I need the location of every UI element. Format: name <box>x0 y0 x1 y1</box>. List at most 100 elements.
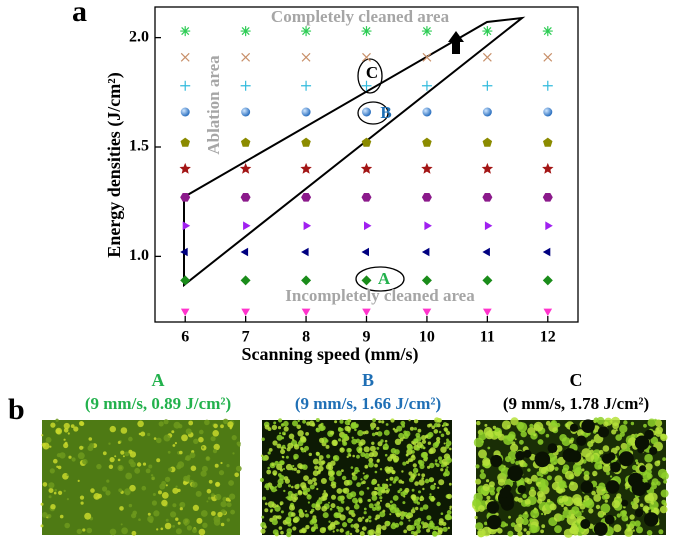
texture-spot <box>405 453 409 457</box>
texture-spot <box>213 515 221 523</box>
texture-spot <box>121 527 128 535</box>
texture-spot <box>562 509 572 519</box>
texture-spot <box>294 496 298 501</box>
texture-spot <box>446 457 453 464</box>
texture-spot <box>338 438 342 442</box>
texture-spot <box>297 430 304 437</box>
texture-spot <box>188 420 194 426</box>
texture-spot <box>307 501 310 504</box>
texture-spot <box>347 517 353 524</box>
texture-spot <box>546 463 555 472</box>
texture-spot <box>386 521 391 526</box>
texture-spot <box>153 437 157 440</box>
texture-spot <box>76 528 83 535</box>
texture-hole <box>487 515 502 530</box>
texture-spot <box>574 467 583 475</box>
texture-spot <box>434 462 438 466</box>
texture-spot <box>369 445 376 452</box>
marker-point <box>542 26 553 37</box>
texture-spot <box>360 478 363 481</box>
texture-spot <box>434 441 440 447</box>
texture-spot <box>336 488 343 494</box>
texture-spot <box>117 458 121 462</box>
texture-spot <box>306 421 311 426</box>
texture-spot <box>329 523 336 530</box>
texture-spot <box>306 494 312 500</box>
texture-spot <box>173 421 181 429</box>
texture-spot <box>593 494 602 502</box>
marker-point <box>180 247 188 257</box>
texture-spot <box>431 425 436 430</box>
texture-spot <box>147 515 154 523</box>
texture-spot <box>192 528 198 534</box>
texture-spot <box>626 442 631 448</box>
texture-spot <box>630 421 635 426</box>
texture-spot <box>662 457 666 461</box>
texture-spot <box>172 503 177 508</box>
texture-spot <box>379 468 383 471</box>
texture-spot <box>447 526 450 530</box>
texture-spot <box>606 471 610 476</box>
texture-spot <box>524 511 528 515</box>
texture-spot <box>399 521 404 526</box>
texture-spot <box>63 428 69 433</box>
texture-spot <box>70 424 75 428</box>
texture-spot <box>212 430 219 437</box>
marker-point <box>180 52 190 62</box>
texture-spot <box>105 490 111 496</box>
texture-spot <box>332 439 337 445</box>
texture-spot <box>305 524 310 530</box>
texture-spot <box>603 421 609 427</box>
marker-point <box>543 308 553 317</box>
texture-spot <box>632 529 635 532</box>
texture-spot <box>377 491 383 496</box>
texture-spot <box>315 427 321 433</box>
texture-spot <box>527 468 531 472</box>
texture-spot <box>211 511 216 516</box>
marker-point <box>301 193 312 202</box>
texture-hole <box>610 461 621 473</box>
texture-hole <box>639 465 646 473</box>
texture-spot <box>342 441 348 446</box>
texture-spot <box>177 521 181 525</box>
texture-spot <box>79 495 85 500</box>
image-label: B <box>362 370 374 390</box>
texture-spot <box>283 468 285 470</box>
texture-spot <box>449 505 453 509</box>
texture-spot <box>588 447 591 450</box>
texture-spot <box>53 491 57 495</box>
texture-spot <box>328 520 331 523</box>
texture-spot <box>446 493 452 500</box>
texture-spot <box>643 423 647 428</box>
texture-spot <box>328 470 334 477</box>
texture-spot <box>186 525 192 531</box>
texture-spot <box>486 479 490 483</box>
texture-spot <box>626 523 629 527</box>
texture-spot <box>398 432 404 439</box>
texture-hole <box>649 446 658 455</box>
texture-spot <box>410 530 415 535</box>
texture-spot <box>480 469 485 474</box>
texture-spot <box>138 432 142 436</box>
x-tick-label: 12 <box>540 329 556 346</box>
marker-point <box>482 193 493 202</box>
texture-spot <box>374 487 378 491</box>
texture-spot <box>507 450 518 461</box>
texture-hole <box>486 501 500 514</box>
marker-point <box>240 80 251 91</box>
texture-spot <box>271 463 275 467</box>
texture-spot <box>48 482 55 489</box>
texture-spot <box>328 464 334 471</box>
texture-hole <box>631 480 647 496</box>
texture-spot <box>481 440 485 443</box>
texture-spot <box>376 446 380 450</box>
texture-spot <box>303 475 309 481</box>
texture-spot <box>278 526 283 530</box>
texture-spot <box>392 427 396 431</box>
texture-spot <box>438 456 443 461</box>
texture-spot <box>656 481 661 486</box>
x-tick-label: 8 <box>302 329 310 346</box>
texture-spot <box>174 442 177 445</box>
texture-spot <box>124 451 130 457</box>
texture-spot <box>330 430 335 435</box>
